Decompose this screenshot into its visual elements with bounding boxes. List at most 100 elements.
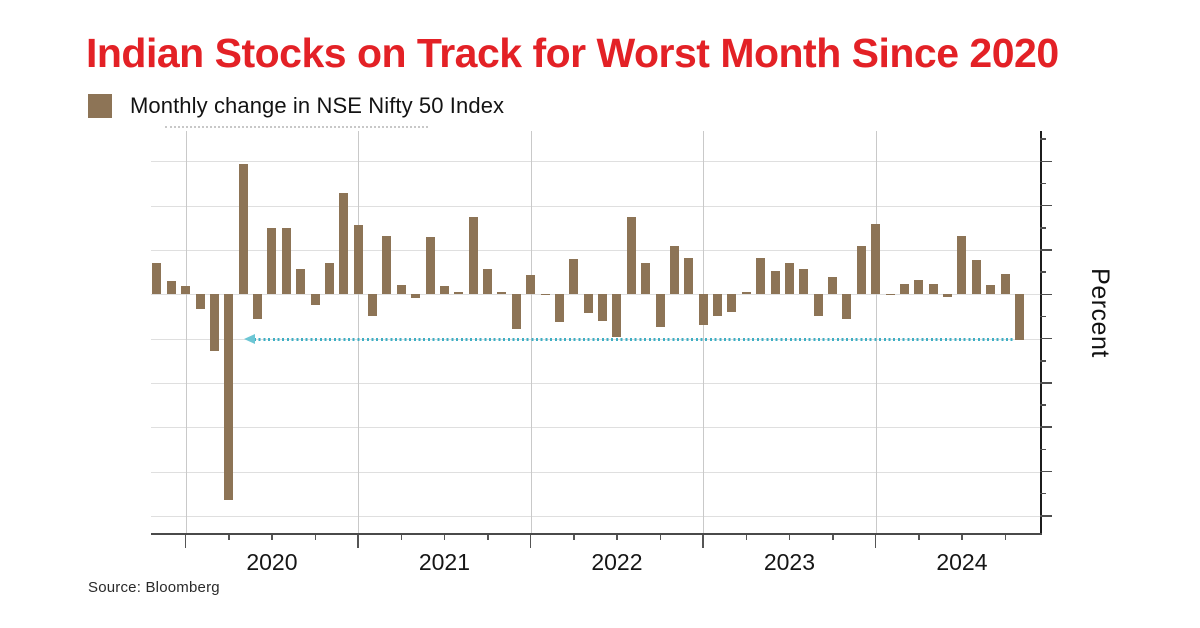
v-gridline (875, 131, 877, 533)
y-axis-tick-major (1040, 515, 1052, 517)
x-axis-tick-quarter (918, 534, 920, 540)
bar-oct-2022 (669, 246, 679, 295)
bar-apr-2022 (583, 294, 593, 313)
x-axis-year-label: 2020 (246, 548, 298, 575)
bar-jun-2021 (439, 286, 449, 295)
x-axis-tick-quarter (271, 534, 273, 540)
bar-jul-2021 (454, 291, 464, 295)
bar-aug-2021 (468, 217, 478, 295)
bar-may-2023 (770, 271, 780, 295)
bar-feb-2022 (554, 294, 564, 322)
bar-nov-2020 (339, 193, 349, 295)
annotation-dotted-line (254, 338, 1014, 341)
bar-jul-2022 (626, 217, 636, 295)
x-axis-year-label: 2023 (763, 548, 816, 575)
bar-jan-2024 (885, 294, 895, 296)
v-gridline (530, 131, 532, 533)
page-title: Indian Stocks on Track for Worst Month S… (86, 30, 1059, 76)
y-axis-title: Percent (1086, 268, 1114, 358)
x-axis-year-label: 2021 (418, 548, 471, 575)
bar-mar-2023 (741, 291, 751, 295)
y-axis-tick-minor (1040, 492, 1046, 495)
h-gridline (150, 205, 1040, 207)
x-axis-tick-quarter (228, 534, 230, 540)
x-axis-tick-quarter (745, 534, 748, 540)
annotation-arrowhead-icon (243, 334, 255, 345)
bar-aug-2024 (986, 284, 996, 295)
bar-feb-2021 (382, 235, 392, 295)
bar-aug-2020 (296, 269, 306, 295)
x-axis-tick-year (357, 534, 359, 548)
y-axis-tick-major (1040, 382, 1052, 384)
legend-label: Monthly change in NSE Nifty 50 Index (130, 93, 505, 118)
bar-sep-2024 (1000, 273, 1010, 295)
legend-swatch (88, 94, 112, 118)
bar-oct-2019 (152, 263, 162, 295)
x-axis-tick-quarter (487, 534, 489, 540)
h-gridline (150, 471, 1040, 473)
y-axis-tick-major (1040, 426, 1052, 429)
y-axis-tick-minor (1040, 271, 1046, 273)
bar-jun-2022 (612, 294, 622, 337)
x-axis-tick-quarter (573, 534, 575, 540)
bar-jul-2024 (971, 259, 981, 295)
x-axis-tick-year (874, 534, 877, 548)
bar-nov-2023 (856, 245, 866, 295)
x-axis-tick-quarter (1004, 534, 1007, 540)
bar-mar-2024 (914, 280, 924, 295)
bar-mar-2020 (224, 294, 234, 500)
x-axis-tick-year (702, 534, 704, 548)
bar-oct-2020 (324, 263, 334, 295)
y-axis-tick-major (1040, 160, 1052, 163)
h-gridline (150, 515, 1040, 517)
top-crop-dotted-line (165, 126, 428, 128)
x-axis-tick-year (184, 534, 187, 548)
x-axis-tick-quarter (659, 534, 662, 540)
x-axis-tick-quarter (832, 534, 834, 540)
bar-jul-2023 (799, 268, 809, 295)
bar-apr-2020 (238, 164, 248, 295)
y-axis-tick-minor (1040, 227, 1046, 229)
x-axis-tick-quarter (443, 534, 446, 540)
bar-jun-2023 (784, 263, 794, 295)
y-axis-tick-minor (1040, 448, 1046, 451)
bar-feb-2023 (727, 294, 737, 313)
x-axis-tick-quarter (400, 534, 403, 540)
bar-nov-2021 (511, 294, 521, 329)
bar-jan-2021 (368, 294, 378, 317)
bar-dec-2020 (353, 225, 363, 295)
x-axis-year-label: 2022 (591, 548, 643, 575)
h-gridline (150, 249, 1040, 251)
bar-sep-2020 (310, 294, 320, 305)
bar-may-2020 (253, 294, 263, 320)
x-axis-tick-year (529, 534, 532, 548)
x-axis-tick-quarter (788, 534, 791, 540)
bar-jul-2020 (281, 227, 291, 295)
bar-oct-2023 (842, 294, 852, 320)
y-axis-tick-minor (1040, 359, 1046, 362)
y-axis-tick-major (1040, 204, 1052, 207)
legend: Monthly change in NSE Nifty 50 Index (88, 93, 504, 119)
h-gridline (150, 161, 1040, 163)
source-credit: Source: Bloomberg (88, 579, 220, 596)
h-gridline (150, 382, 1040, 384)
v-gridline (358, 131, 360, 533)
y-axis-tick-minor (1040, 182, 1046, 185)
y-axis-tick-major (1040, 293, 1052, 296)
bar-sep-2021 (483, 269, 493, 295)
y-axis-tick-major (1040, 249, 1052, 251)
x-axis-tick-quarter (314, 534, 317, 540)
bar-jan-2023 (713, 294, 723, 316)
bar-feb-2020 (209, 294, 219, 351)
bar-oct-2021 (497, 291, 507, 295)
y-axis-tick-minor (1040, 315, 1046, 318)
bar-apr-2024 (928, 283, 938, 295)
bar-aug-2023 (813, 294, 823, 317)
bar-may-2021 (425, 236, 435, 295)
bar-dec-2021 (526, 274, 536, 295)
bar-apr-2021 (411, 294, 421, 298)
x-axis-line (150, 532, 1042, 535)
bar-jun-2020 (267, 227, 277, 295)
x-axis-tick-quarter (961, 534, 963, 540)
